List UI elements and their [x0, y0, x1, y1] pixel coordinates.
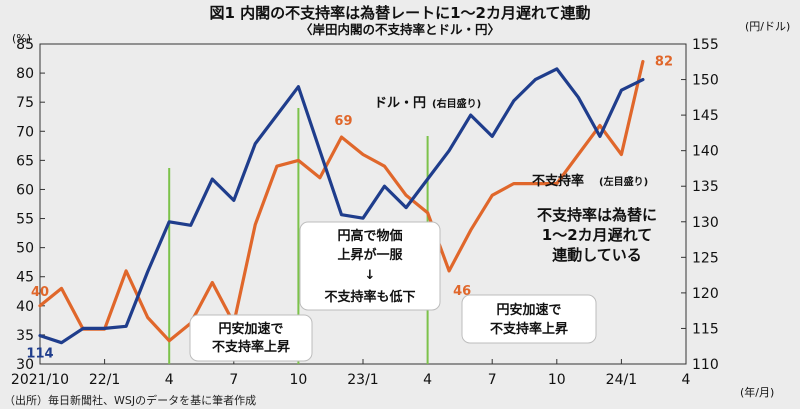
left-axis-tick-label: 35: [16, 328, 34, 344]
callout-yen-weakening-1: 円安加速で 不支持率上昇: [189, 314, 313, 362]
legend-disapproval-note: (左目盛り): [599, 175, 648, 188]
right-axis-tick-label: 120: [692, 286, 719, 302]
right-axis-tick-label: 130: [692, 215, 719, 231]
callout-yen-strengthening: 円高で物価 上昇が一服 ↓ 不支持率も低下: [299, 221, 441, 311]
data-label: 40: [31, 285, 49, 300]
data-label: 82: [655, 54, 673, 69]
right-axis-tick-label: 115: [692, 321, 719, 337]
x-axis-tick-label: 22/1: [89, 372, 120, 388]
left-axis-tick-label: 60: [16, 182, 34, 198]
insight-note: 不支持率は為替に 1～2カ月遅れて 連動している: [537, 206, 657, 264]
x-axis-tick-label: 10: [289, 372, 307, 388]
right-axis-tick-label: 150: [692, 73, 719, 89]
data-label: 114: [26, 347, 53, 362]
callout-line: 不支持率上昇: [490, 321, 568, 337]
series-layer: [38, 59, 645, 345]
series-line-dollar-yen: [38, 67, 645, 345]
legend-dollar-yen-note: (右目盛り): [432, 97, 481, 110]
left-axis-tick-label: 70: [16, 124, 34, 140]
callout-line: 上昇が一服: [337, 247, 403, 263]
x-axis-tick-label: 23/1: [347, 372, 378, 388]
chart-subtitle: 〈岸田内閣の不支持率とドル・円〉: [300, 22, 500, 37]
legend-disapproval-name: 不支持率: [532, 173, 584, 189]
callout-line: 円安加速で: [218, 321, 283, 337]
callout-box: [189, 314, 313, 362]
x-axis-tick-label: 4: [423, 372, 432, 388]
callout-yen-weakening-2: 円安加速で 不支持率上昇: [461, 294, 597, 344]
note-line: 連動している: [552, 246, 642, 264]
left-axis-tick-label: 55: [16, 212, 34, 228]
callout-arrow: ↓: [365, 268, 376, 283]
left-axis-tick-label: 85: [16, 37, 34, 53]
legend-dollar-yen-name: ドル・円: [374, 96, 426, 111]
callout-line: 不支持率も低下: [324, 289, 415, 305]
left-axis-tick-label: 50: [16, 241, 34, 257]
note-line: 1～2カ月遅れて: [542, 226, 652, 244]
right-axis-tick-label: 110: [692, 357, 719, 373]
x-axis-unit: (年/月): [740, 385, 774, 399]
right-axis-unit: (円/ドル): [745, 20, 790, 33]
x-axis-tick-label: 7: [488, 372, 497, 388]
right-axis-tick-label: 140: [692, 144, 719, 160]
x-axis-tick-label: 2021/10: [11, 372, 69, 388]
source-note: （出所）毎日新聞社、WSJのデータを基に筆者作成: [4, 393, 256, 407]
note-line: 不支持率は為替に: [537, 206, 657, 224]
callout-line: 円安加速で: [496, 302, 561, 318]
left-axis-tick-label: 40: [16, 299, 34, 315]
callout-box: [299, 221, 441, 311]
series-line-disapproval: [38, 59, 645, 343]
left-axis-tick-label: 30: [16, 357, 34, 373]
x-axis-tick-label: 4: [165, 372, 174, 388]
x-axis-tick-label: 10: [548, 372, 566, 388]
callout-line: 不支持率上昇: [212, 339, 290, 355]
left-axis-tick-label: 75: [16, 95, 34, 111]
x-axis-tick-label: 4: [682, 372, 691, 388]
axes-layer: 3035404550556065707580851101151201251301…: [11, 37, 719, 388]
right-axis-tick-label: 135: [692, 179, 719, 195]
callout-line: 円高で物価: [337, 228, 402, 244]
legend-dollar-yen: ドル・円 (右目盛り): [374, 96, 481, 111]
right-axis-tick-label: 125: [692, 250, 719, 266]
chart-title: 図1 内閣の不支持率は為替レートに1～2カ月遅れて連動: [209, 4, 590, 22]
left-axis-tick-label: 80: [16, 66, 34, 82]
left-axis-tick-label: 65: [16, 153, 34, 169]
data-label: 69: [334, 114, 352, 129]
right-axis-tick-label: 155: [692, 37, 719, 53]
x-axis-tick-label: 7: [229, 372, 238, 388]
x-axis-tick-label: 24/1: [606, 372, 637, 388]
left-axis-unit: (%): [12, 32, 31, 45]
callout-box: [461, 294, 597, 344]
legend-disapproval: 不支持率 (左目盛り): [532, 173, 648, 189]
right-axis-tick-label: 145: [692, 108, 719, 124]
left-axis-tick-label: 45: [16, 270, 34, 286]
